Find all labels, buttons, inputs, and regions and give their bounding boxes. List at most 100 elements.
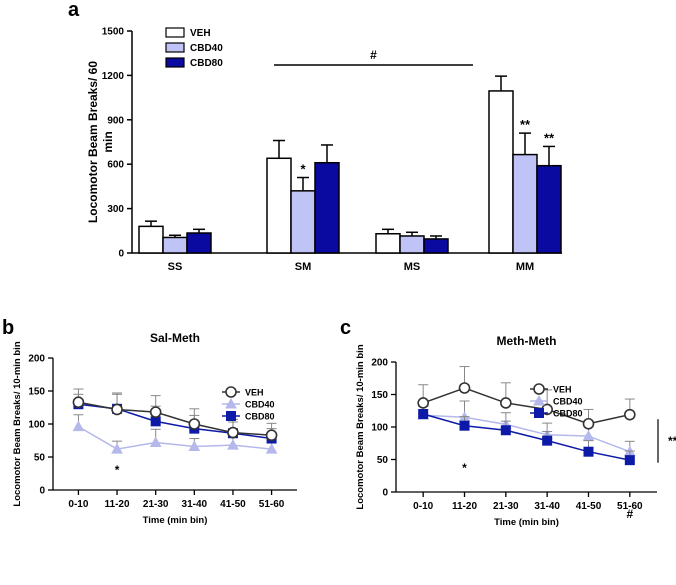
c-point-veh: [417, 397, 429, 409]
b-point-veh: [111, 403, 123, 416]
panel-c-letter: c: [340, 317, 351, 339]
b-point-cbd40: [111, 443, 123, 454]
a-y-tick-label: 1200: [102, 71, 125, 82]
c-point-cbd80: [624, 455, 635, 466]
c-side-bracket-annotation: **: [668, 434, 676, 448]
b-x-tick-label-31-40: 31-40: [182, 499, 208, 510]
a-bar-ss-cbd40: [162, 236, 188, 254]
c-series-line-cbd40: [423, 414, 631, 453]
c-point-cbd80: [542, 435, 553, 446]
c-point-cbd40: [582, 430, 595, 441]
c-legend-label-veh: VEH: [553, 385, 572, 395]
c-y-axis-title: Locomotor Beam Breaks/ 10-min bin: [355, 344, 366, 509]
c-x-tick-label-51-60: 51-60: [617, 501, 643, 512]
a-x-tick-label-sm: SM: [295, 261, 312, 273]
a-bar-sm-veh: [266, 157, 292, 254]
b-chart-title: Sal-Meth: [150, 331, 200, 345]
b-legend-label-veh: VEH: [245, 388, 264, 398]
b-point-cbd40: [188, 440, 201, 451]
a-legend-label-cbd40: CBD40: [190, 43, 223, 54]
b-x-tick-label-41-50: 41-50: [220, 499, 246, 510]
b-x-tick-label-0-10: 0-10: [68, 499, 88, 510]
b-x-axis-title: Time (min bin): [143, 515, 208, 526]
a-bar-mm-veh: [488, 90, 514, 254]
a-bar-sm-cbd40: [290, 190, 316, 254]
b-y-tick-label: 150: [28, 387, 45, 398]
c-x-axis-title: Time (min bin): [494, 517, 559, 528]
c-legend-label-cbd40: CBD40: [553, 397, 583, 407]
c-significance-annotation-hash: #: [626, 507, 633, 521]
a-legend-label-cbd80: CBD80: [190, 58, 223, 69]
b-y-tick-label: 200: [28, 354, 45, 365]
a-y-tick-label: 600: [107, 160, 124, 171]
b-point-veh: [227, 426, 239, 439]
b-y-tick-label: 100: [28, 420, 45, 431]
b-point-cbd80: [150, 416, 161, 427]
c-point-cbd80: [583, 446, 594, 457]
b-x-tick-label-11-20: 11-20: [105, 499, 130, 510]
panel-a-bar-chart: 0 300 600 900 1200 1500 Locomotor Beam Breaks/…: [86, 27, 562, 273]
a-y-axis-title-line1: Locomotor Beam Breaks/ 60: [86, 61, 100, 223]
panel-c-line-chart: Meth-Meth 0 50 100 150 200 0-10 11-20 21-30 31-40…: [355, 334, 676, 528]
c-point-cbd80: [500, 425, 511, 436]
b-legend-marker-veh: [225, 386, 237, 398]
a-bar-sm-cbd80: [314, 161, 340, 254]
c-x-tick-label-11-20: 11-20: [452, 501, 477, 512]
b-y-tick-label: 0: [39, 486, 45, 497]
a-bar-mm-cbd80: [536, 164, 562, 254]
c-y-tick-label: 100: [371, 423, 388, 434]
c-y-tick-label: 200: [371, 358, 388, 369]
a-legend-swatch-veh: [165, 27, 185, 38]
panel-a-letter: a: [68, 0, 80, 21]
c-y-tick-label: 50: [377, 455, 389, 466]
c-x-tick-label-0-10: 0-10: [413, 501, 433, 512]
b-point-cbd40: [265, 443, 278, 454]
c-point-cbd80: [418, 409, 429, 419]
a-y-tick-label: 0: [118, 249, 124, 260]
b-legend-label-cbd40: CBD40: [245, 400, 275, 410]
c-y-tick-label: 0: [382, 488, 388, 499]
c-legend-label-cbd80: CBD80: [553, 409, 583, 419]
c-legend-marker-veh: [533, 383, 545, 395]
a-y-tick-label: 1500: [102, 27, 125, 38]
a-significance-annotation: **: [544, 130, 555, 145]
c-point-veh: [458, 382, 471, 394]
a-bar-ms-cbd80: [423, 238, 449, 254]
b-point-cbd40: [72, 420, 85, 432]
b-point-veh: [265, 429, 278, 442]
b-point-veh: [72, 396, 85, 409]
a-x-tick-label-mm: MM: [516, 261, 534, 273]
c-point-cbd80: [459, 420, 470, 431]
a-significance-annotation: *: [300, 162, 306, 177]
c-series-line-veh: [422, 387, 630, 425]
b-point-veh: [188, 418, 201, 430]
a-bar-ms-veh: [375, 233, 401, 254]
a-y-axis-title-line2: min: [101, 131, 115, 152]
a-bar-mm-cbd40: [512, 153, 538, 254]
b-x-tick-label-21-30: 21-30: [143, 499, 169, 510]
c-point-veh: [500, 397, 512, 409]
a-bar-ss-veh: [138, 225, 164, 254]
c-legend-marker-cbd40: [533, 394, 545, 406]
a-bar-ss-cbd80: [186, 232, 212, 254]
a-x-tick-label-ms: MS: [404, 261, 421, 273]
b-significance-annotation: *: [115, 463, 120, 477]
c-x-tick-label-31-40: 31-40: [534, 501, 560, 512]
a-bar-ms-cbd40: [399, 235, 425, 254]
b-point-cbd40: [149, 436, 162, 447]
b-y-tick-label: 50: [34, 453, 46, 464]
c-x-tick-label-41-50: 41-50: [576, 501, 602, 512]
c-significance-annotation-star: *: [462, 461, 467, 475]
c-chart-title: Meth-Meth: [497, 334, 557, 348]
b-legend-label-cbd80: CBD80: [245, 412, 275, 422]
a-y-tick-label: 300: [107, 204, 124, 215]
c-series-line-cbd80: [422, 413, 630, 461]
panel-b-line-chart: Sal-Meth 0 50 100 150 200 0-10 11-20 21-30 31-40 4…: [12, 331, 297, 526]
c-y-tick-label: 150: [371, 390, 388, 401]
a-legend-label-veh: VEH: [190, 28, 211, 39]
b-series-line-cbd40: [78, 425, 272, 450]
a-bracket-annotation: #: [370, 48, 377, 62]
b-x-tick-label-51-60: 51-60: [259, 499, 285, 510]
b-legend-marker-cbd80: [226, 411, 236, 421]
